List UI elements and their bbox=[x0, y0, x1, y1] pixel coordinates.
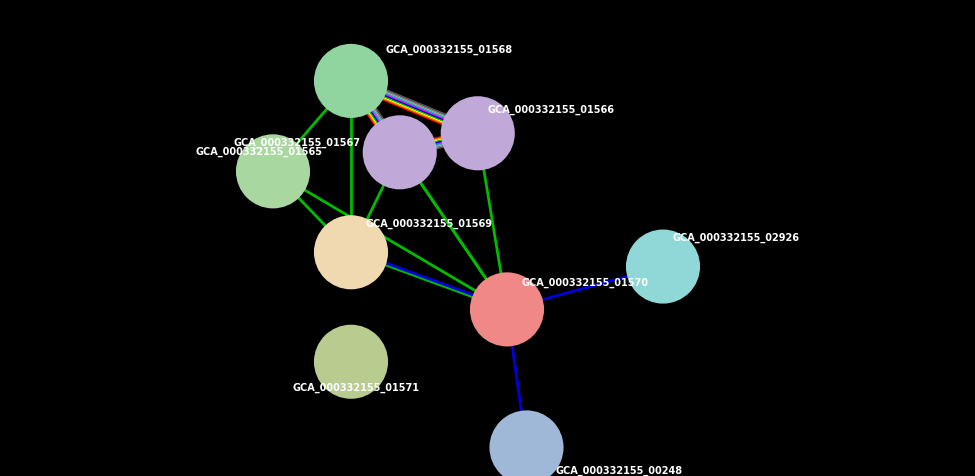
Text: GCA_000332155_01569: GCA_000332155_01569 bbox=[366, 218, 492, 229]
Text: GCA_000332155_01565: GCA_000332155_01565 bbox=[195, 147, 322, 158]
Text: GCA_000332155_02926: GCA_000332155_02926 bbox=[673, 233, 800, 243]
Ellipse shape bbox=[314, 44, 388, 118]
Ellipse shape bbox=[441, 96, 515, 170]
Ellipse shape bbox=[626, 229, 700, 304]
Ellipse shape bbox=[363, 115, 437, 189]
Ellipse shape bbox=[314, 325, 388, 399]
Text: GCA_000332155_01566: GCA_000332155_01566 bbox=[488, 104, 614, 115]
Text: GCA_000332155_01570: GCA_000332155_01570 bbox=[522, 278, 648, 288]
Ellipse shape bbox=[314, 215, 388, 289]
Ellipse shape bbox=[489, 410, 564, 476]
Text: GCA_000332155_01568: GCA_000332155_01568 bbox=[385, 45, 512, 55]
Text: GCA_000332155_01567: GCA_000332155_01567 bbox=[234, 138, 361, 148]
Text: GCA_000332155_01571: GCA_000332155_01571 bbox=[292, 383, 419, 393]
Ellipse shape bbox=[470, 272, 544, 347]
Ellipse shape bbox=[236, 134, 310, 208]
Text: GCA_000332155_00248: GCA_000332155_00248 bbox=[556, 466, 682, 476]
